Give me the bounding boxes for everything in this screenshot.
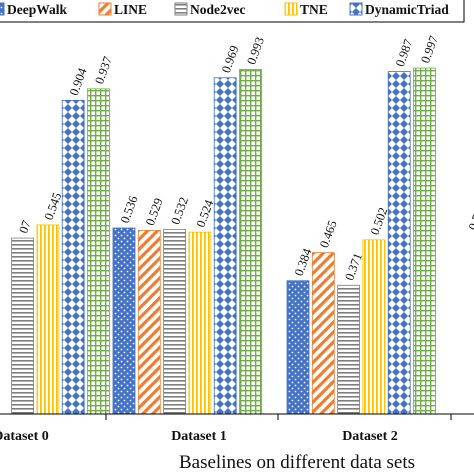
category-label: Dataset 0 xyxy=(0,429,49,444)
legend-swatch xyxy=(174,2,188,16)
data-label: 0.371 xyxy=(342,251,365,282)
bar xyxy=(137,230,161,415)
legend-box xyxy=(0,0,465,23)
bar xyxy=(311,252,335,415)
bar xyxy=(36,224,60,415)
legend-swatch xyxy=(0,2,5,16)
bar xyxy=(112,227,136,415)
data-label: 0.545 xyxy=(42,191,65,222)
bar xyxy=(163,228,187,415)
bar xyxy=(87,88,110,415)
bar xyxy=(413,67,436,415)
data-label: 0.529 xyxy=(143,196,166,227)
category-label: Dataset 2 xyxy=(342,429,398,444)
data-label: 0.465 xyxy=(317,218,340,249)
data-label: 0.993 xyxy=(244,35,267,66)
bar xyxy=(188,231,212,415)
bar xyxy=(337,284,361,415)
bar xyxy=(387,71,411,415)
data-label: 0.502 xyxy=(368,206,391,237)
data-label: 0.384 xyxy=(292,246,315,278)
x-axis-label: Baselines on different data sets xyxy=(179,452,415,473)
data-label: 0.536 xyxy=(118,194,141,225)
legend-label: DeepWalk xyxy=(7,2,67,17)
category-label: Dataset 1 xyxy=(171,429,227,444)
bar xyxy=(362,239,386,415)
bar xyxy=(61,99,85,415)
data-label: 0.937 xyxy=(92,55,115,86)
legend-swatch xyxy=(98,2,112,16)
legend: DeepWalk LINE Node2vec TNE DynamicTriad xyxy=(0,0,465,23)
data-label: 0.969 xyxy=(219,44,242,75)
data-label: 0.5 xyxy=(466,213,474,232)
data-label: 0.997 xyxy=(418,34,441,65)
data-label: 0.904 xyxy=(67,65,90,97)
legend-label: Node2vec xyxy=(190,2,245,17)
bar xyxy=(11,237,35,415)
data-label: 0.987 xyxy=(393,37,416,68)
legend-label: DynamicTriad xyxy=(365,2,449,17)
legend-label: LINE xyxy=(114,2,147,17)
legend-swatch xyxy=(284,2,298,16)
bar xyxy=(286,280,310,415)
legend-label: TNE xyxy=(300,2,328,17)
data-label: 07 xyxy=(16,219,33,236)
data-label: 0.532 xyxy=(168,195,191,226)
legend-swatch xyxy=(349,2,363,16)
data-label: 0.524 xyxy=(194,197,217,229)
bar xyxy=(213,77,237,415)
x-ticks xyxy=(105,414,452,420)
bar xyxy=(239,69,262,415)
bars xyxy=(11,67,436,415)
